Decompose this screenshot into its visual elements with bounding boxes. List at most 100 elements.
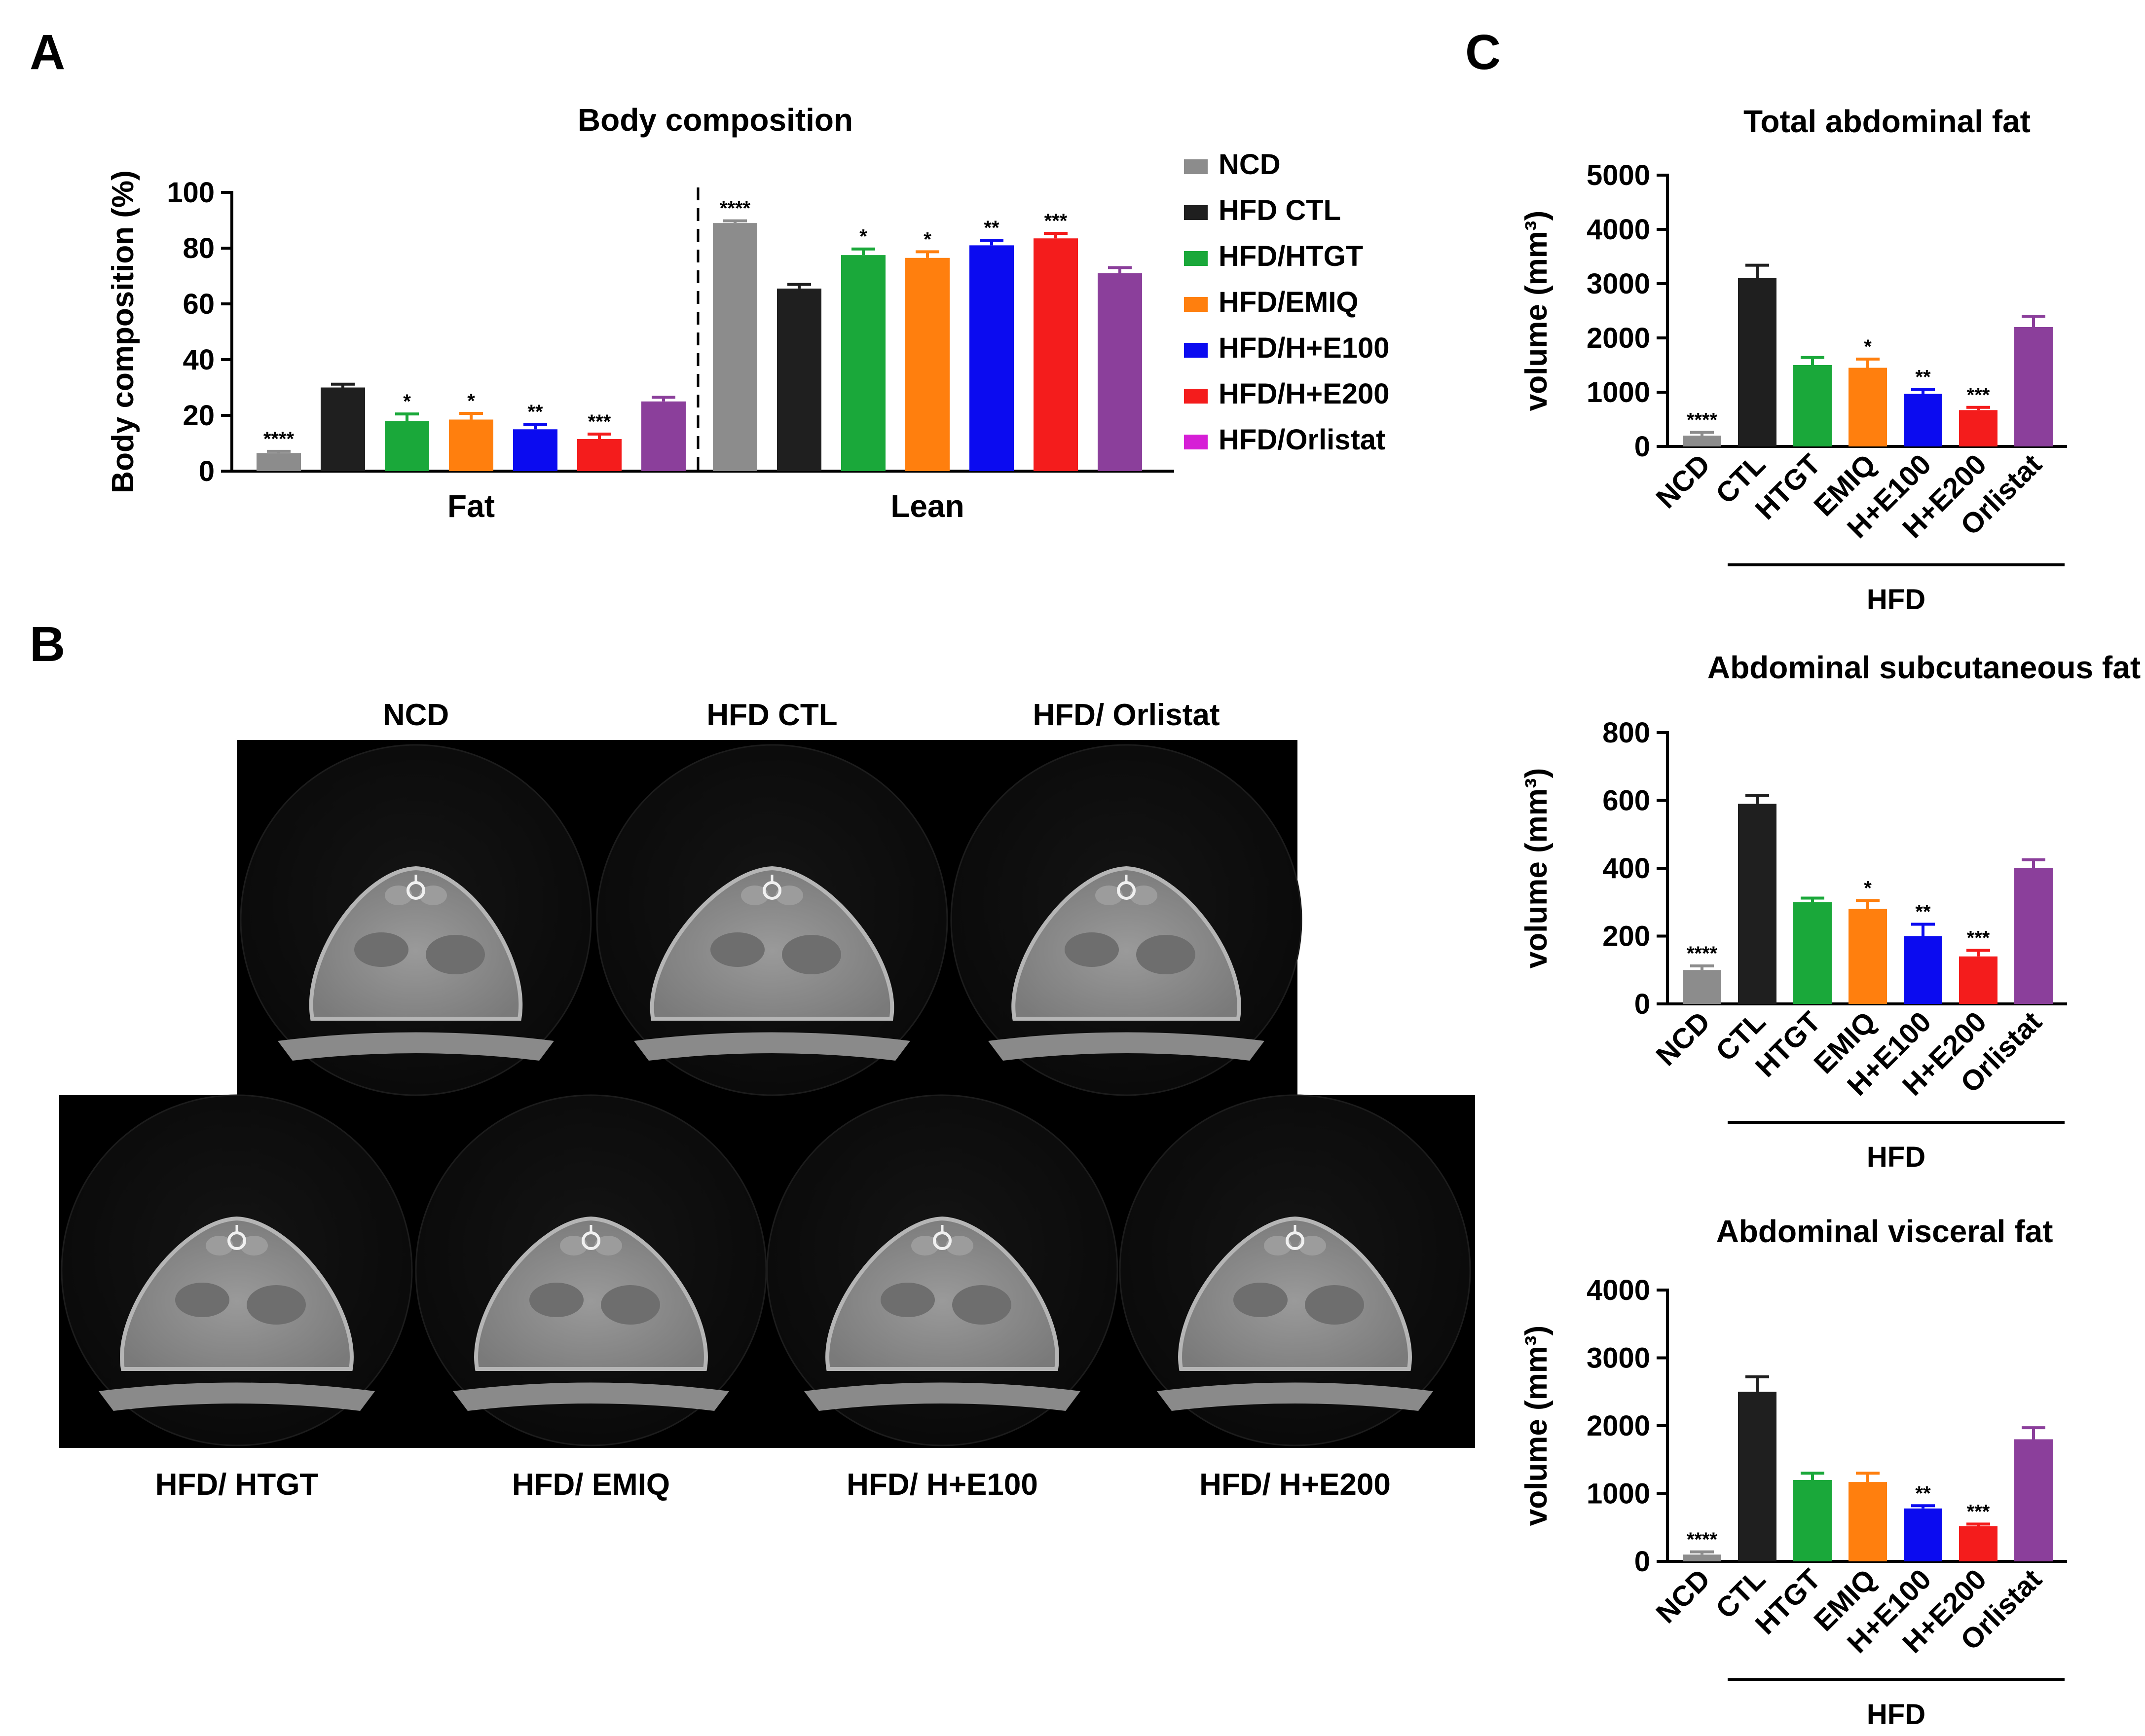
- significance-mark: ***: [588, 411, 611, 433]
- legend-label: HFD/H+E100: [1219, 332, 1390, 364]
- y-tick-label: 3000: [1587, 268, 1650, 300]
- ct-scanner-table: [804, 1382, 1080, 1411]
- x-tick-label: HTGT: [1749, 1563, 1827, 1641]
- y-tick-label: 800: [1602, 717, 1650, 749]
- y-tick-label: 80: [183, 232, 215, 264]
- bar: [1849, 368, 1887, 446]
- bar: [1849, 909, 1887, 1004]
- ct-organ: [741, 886, 769, 905]
- significance-mark: ***: [1967, 1501, 1990, 1522]
- ct-organ: [1130, 886, 1157, 905]
- ct-caption: NCD: [383, 698, 449, 732]
- y-tick-label: 600: [1602, 785, 1650, 817]
- y-tick-label: 60: [183, 288, 215, 320]
- ct-organ: [881, 1283, 935, 1317]
- y-tick-label: 4000: [1587, 1274, 1650, 1306]
- bar: [1683, 436, 1721, 446]
- significance-mark: **: [1915, 1482, 1931, 1504]
- ct-scanner-table: [278, 1032, 554, 1061]
- ct-organ: [776, 886, 803, 905]
- y-tick-label: 4000: [1587, 214, 1650, 246]
- bar: [513, 429, 557, 471]
- legend-swatch: [1184, 435, 1208, 449]
- y-axis-label: volume (mm³): [1519, 1326, 1553, 1526]
- y-tick-label: 5000: [1587, 159, 1650, 191]
- ct-organ: [782, 935, 841, 974]
- significance-mark: *: [859, 226, 867, 248]
- y-axis-label: Body composition (%): [106, 170, 140, 493]
- ct-scanner-table: [634, 1032, 910, 1061]
- ct-organ: [560, 1236, 588, 1256]
- significance-mark: *: [1864, 877, 1872, 899]
- significance-mark: **: [984, 217, 999, 239]
- ct-scan: [596, 744, 948, 1096]
- bar: [905, 258, 950, 471]
- chart-title: Body composition: [578, 102, 853, 138]
- bar: [1738, 278, 1776, 446]
- x-category-label: Lean: [890, 488, 964, 524]
- ct-organ: [601, 1285, 660, 1325]
- legend-swatch: [1184, 343, 1208, 358]
- bar: [257, 453, 301, 471]
- bar: [1738, 804, 1776, 1004]
- bar: [1904, 1508, 1942, 1561]
- ct-scan: [766, 1094, 1118, 1446]
- ct-organ: [1233, 1283, 1288, 1317]
- group-label: HFD: [1867, 584, 1925, 616]
- x-tick-label: HTGT: [1749, 1005, 1827, 1083]
- group-label: HFD: [1867, 1699, 1925, 1731]
- legend-label: HFD/Orlistat: [1219, 424, 1385, 456]
- ct-scan: [415, 1094, 767, 1446]
- bar: [321, 387, 365, 471]
- significance-mark: ****: [1687, 1529, 1718, 1551]
- legend-label: HFD/H+E200: [1219, 378, 1390, 410]
- ct-scans: NCD HFD CTL HFD/ Orlistat HFD/ HTGT HFD/ EMI…: [61, 698, 1471, 1502]
- legend-label: HFD/HTGT: [1219, 240, 1363, 272]
- ct-caption: HFD/ H+E200: [1199, 1468, 1391, 1502]
- bar: [2014, 1439, 2053, 1561]
- ct-body: [1011, 866, 1241, 1021]
- y-tick-label: 20: [183, 400, 215, 432]
- bar: [969, 245, 1014, 471]
- significance-mark: ****: [1687, 943, 1718, 964]
- x-tick-label: NCD: [1650, 1005, 1716, 1072]
- ct-organ: [1305, 1285, 1364, 1325]
- ct-organ: [419, 886, 447, 905]
- y-tick-label: 100: [167, 177, 215, 209]
- ct-caption: HFD CTL: [706, 698, 837, 732]
- abdominal-visceral-fat-chart: Abdominal visceral fat 0 1000 2000 3000 4000 v…: [1519, 1214, 2067, 1731]
- ct-organ: [710, 932, 765, 967]
- ct-organ: [1095, 886, 1123, 905]
- chart-title: Total abdominal fat: [1743, 104, 2031, 139]
- ct-organ: [354, 932, 408, 967]
- bar: [1034, 238, 1078, 471]
- ct-organ: [206, 1236, 233, 1256]
- x-tick-label: NCD: [1650, 1563, 1716, 1629]
- legend-label: NCD: [1219, 148, 1281, 181]
- bar: [1683, 1554, 1721, 1561]
- abdominal-subcutaneous-fat-chart: Abdominal subcutaneous fat 0 200 400 600 800 v…: [1519, 650, 2141, 1173]
- ct-scan: [950, 744, 1302, 1096]
- ct-organ: [1264, 1236, 1292, 1256]
- y-tick-label: 0: [1634, 1546, 1650, 1578]
- legend-swatch: [1184, 389, 1208, 404]
- bar: [1793, 1480, 1832, 1561]
- ct-caption: HFD/ H+E100: [847, 1468, 1038, 1502]
- significance-mark: ****: [720, 198, 751, 220]
- bar: [841, 255, 886, 471]
- ct-body: [474, 1216, 708, 1371]
- ct-organ: [594, 1236, 622, 1256]
- ct-organ: [1298, 1236, 1326, 1256]
- ct-caption: HFD/ EMIQ: [512, 1468, 670, 1502]
- ct-image-panel: NCD HFD CTL HFD/ Orlistat HFD/ HTGT HFD/ EMI…: [59, 698, 1475, 1502]
- significance-mark: *: [1864, 336, 1872, 358]
- bar: [1904, 394, 1942, 446]
- bar: [1683, 970, 1721, 1004]
- ct-organ: [952, 1285, 1011, 1325]
- ct-organ: [175, 1283, 229, 1317]
- ct-scanner-table: [453, 1382, 729, 1411]
- bar: [1959, 410, 1997, 446]
- y-axis-label: volume (mm³): [1519, 211, 1553, 411]
- significance-mark: ****: [263, 428, 295, 450]
